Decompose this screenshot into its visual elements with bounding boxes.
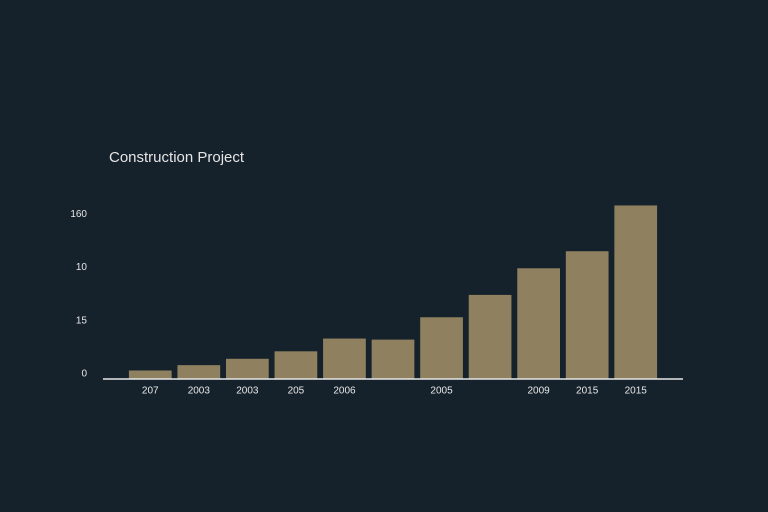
bar bbox=[371, 339, 415, 379]
bar bbox=[274, 351, 318, 379]
bar bbox=[565, 251, 609, 379]
x-tick-label: 2015 bbox=[576, 386, 599, 397]
y-tick-label: 10 bbox=[76, 262, 88, 273]
x-tick-label: 2009 bbox=[528, 386, 551, 397]
chart-title: Construction Project bbox=[109, 149, 245, 166]
bar bbox=[517, 268, 560, 379]
y-tick-label: 160 bbox=[70, 209, 87, 220]
bar bbox=[177, 365, 221, 379]
x-tick-label: 205 bbox=[288, 386, 305, 397]
x-tick-label: 207 bbox=[142, 386, 159, 397]
x-tick-label: 2003 bbox=[188, 386, 211, 397]
bar bbox=[323, 338, 366, 379]
y-tick-label: 15 bbox=[76, 315, 88, 326]
bar bbox=[128, 370, 172, 379]
bar bbox=[226, 358, 269, 379]
x-tick-label: 2006 bbox=[333, 386, 356, 397]
x-tick-label: 2005 bbox=[430, 386, 453, 397]
bar bbox=[420, 317, 463, 379]
bar bbox=[468, 294, 512, 379]
bar bbox=[614, 205, 658, 379]
x-tick-label: 2015 bbox=[625, 386, 648, 397]
x-tick-label: 2003 bbox=[236, 386, 259, 397]
y-tick-label: 0 bbox=[81, 369, 87, 380]
